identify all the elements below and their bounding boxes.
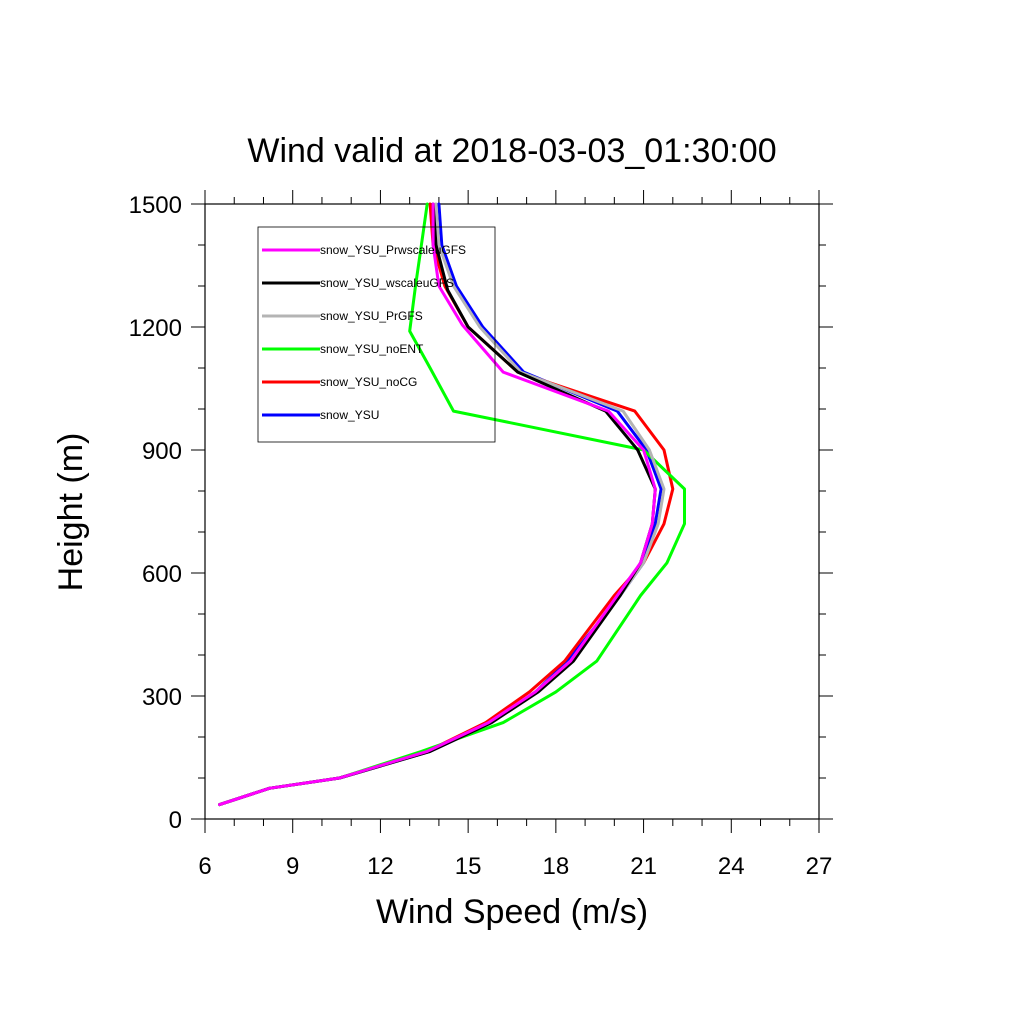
y-tick-label: 1200 [129, 315, 182, 342]
legend-box [257, 226, 496, 443]
legend-label: snow_YSU_noENT [320, 342, 424, 356]
legend: snow_YSU_PrwscaleuGFS snow_YSU_wscaleuGFS… [257, 226, 496, 443]
legend-label: snow_YSU_PrGFS [320, 309, 423, 323]
legend-label: snow_YSU_PrwscaleuGFS [320, 243, 466, 257]
axis-ticks [191, 190, 833, 833]
legend-label: snow_YSU_wscaleuGFS [320, 276, 454, 290]
legend-label: snow_YSU [320, 408, 379, 422]
x-tick-label: 24 [718, 853, 745, 880]
y-axis-label: Height (m) [52, 433, 90, 592]
y-tick-label: 600 [142, 561, 182, 588]
plot-frame [204, 203, 820, 820]
x-tick-label: 27 [806, 853, 833, 880]
x-tick-label: 9 [286, 853, 299, 880]
y-tick-label: 0 [169, 807, 182, 834]
series-line-snow_YSU_PrwscaleuGFS [218, 202, 657, 807]
x-tick-label: 6 [198, 853, 211, 880]
y-tick-label: 300 [142, 684, 182, 711]
tick-labels: 6 9 12 15 18 21 24 27 0 300 600 900 1200 1500 [129, 192, 833, 880]
y-tick-label: 1500 [129, 192, 182, 219]
legend-label: snow_YSU_noCG [320, 375, 417, 389]
plot-area [204, 203, 820, 820]
x-tick-label: 12 [367, 853, 394, 880]
x-tick-label: 21 [630, 853, 657, 880]
x-tick-label: 18 [543, 853, 570, 880]
y-tick-label: 900 [142, 438, 182, 465]
series-lines [218, 202, 686, 807]
x-axis-label: Wind Speed (m/s) [376, 893, 648, 931]
chart-title: Wind valid at 2018-03-03_01:30:00 [247, 132, 776, 170]
x-tick-label: 15 [455, 853, 482, 880]
